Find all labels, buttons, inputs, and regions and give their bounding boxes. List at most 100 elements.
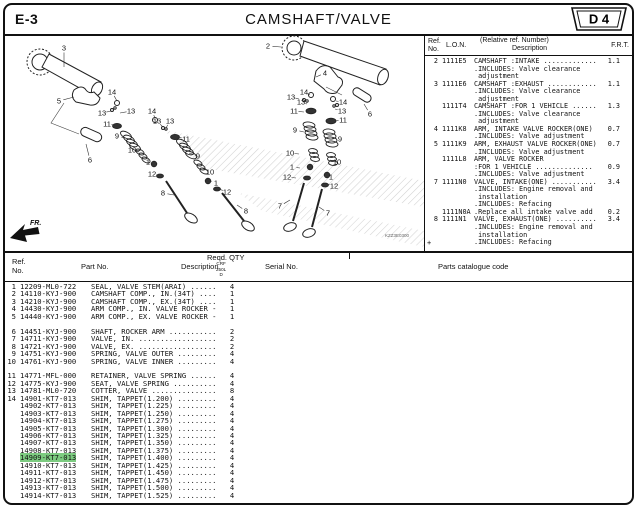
parts-qty-cell: 4 (229, 483, 235, 493)
parts-table-row[interactable]: 14914-KT7-013 SHIM, TAPPET(1.525) .......… (3, 490, 273, 500)
parts-table-row[interactable]: 1 12209-ML0-722 SEAL, VALVE STEM(ARAI) ...… (3, 282, 273, 291)
parts-table-row[interactable]: 4 14430-KYJ-900 ARM COMP., IN. VALVE ROCKE… (3, 304, 273, 314)
parts-table-row[interactable]: 14 14901-KT7-013 SHIM, TAPPET(1.200) .....… (3, 394, 273, 402)
parts-table-row[interactable]: 14902-KT7-013 SHIM, TAPPET(1.225) .......… (3, 402, 273, 410)
parts-table-row[interactable]: 14907-KT7-013 SHIM, TAPPET(1.350) .......… (3, 438, 273, 448)
part-label-9: 9 (338, 135, 342, 144)
leader-line (201, 167, 207, 171)
parts-header-part-no: Part No. (81, 262, 109, 271)
leader-line (165, 124, 169, 129)
parts-table-row[interactable]: 14911-KT7-013 SHIM, TAPPET(1.450) .......… (3, 468, 273, 478)
frt-row: 1111N0A .Replace all intake valve add 0.2 (426, 207, 632, 217)
leader-line (299, 130, 305, 133)
parts-ref-no-cell: 6 (11, 326, 16, 336)
parts-description-cell: SHIM, TAPPET(1.450) ......... (91, 468, 217, 478)
parts-ref-no-cell (3, 469, 16, 476)
part-no-text: 14751-KYJ-900 (20, 349, 77, 359)
parts-description-cell: SEAL, VALVE STEM(ARAI) ...... (91, 282, 217, 291)
parts-table-row[interactable]: 5 14440-KYJ-900 ARM COMP., EX. VALVE ROCKE… (3, 312, 273, 320)
parts-table-row[interactable]: 14912-KT7-013 SHIM, TAPPET(1.475) .......… (3, 476, 273, 484)
rocker-shaft-left-drawing (80, 126, 103, 143)
parts-table-row[interactable]: 14904-KT7-013 SHIM, TAPPET(1.275) .......… (3, 416, 273, 426)
frt-reference-table: Ref. No. L.O.N. (Relative ref. Number) D… (424, 36, 634, 251)
frt-row: 4 1111K8 ARM, INTAKE VALVE ROCKER(ONE) .INC… (426, 125, 632, 141)
parts-table-row[interactable]: 14906-KT7-013 SHIM, TAPPET(1.325) .......… (3, 431, 273, 441)
part-label-14: 14 (148, 107, 156, 116)
parts-qty-cell: 4 (229, 356, 235, 366)
parts-table-row[interactable]: 9 14751-KYJ-900 SPRING, VALVE OUTER ......… (3, 349, 273, 359)
frt-ref-no-cell (426, 103, 438, 126)
parts-part-no-cell: 14721-KYJ-900 (16, 342, 91, 350)
parts-ref-no-cell (3, 477, 16, 484)
parts-table-row[interactable]: 14909-KT7-013 SHIM, TAPPET(1.400) .......… (3, 453, 273, 463)
part-no-text: 14906-KT7-013 (20, 431, 77, 441)
parts-table-row[interactable]: 11 14771-MFL-000 RETAINER, VALVE SPRING ..… (3, 372, 273, 380)
parts-table-row[interactable]: 10 14761-KYJ-900 SPRING, VALVE INNER .....… (3, 356, 273, 366)
parts-description-cell: CAMSHAFT COMP., EX.(34T) .... (91, 296, 217, 306)
leader-line (236, 204, 243, 209)
parts-ref-no-cell: 3 (11, 296, 16, 306)
frt-lon-cell: 1111N0A (442, 207, 471, 216)
parts-part-no-cell: 12209-ML0-722 (16, 283, 91, 290)
parts-ref-no-cell (3, 417, 16, 424)
parts-description-cell: SHIM, TAPPET(1.250) ......... (91, 408, 217, 418)
part-label-10: 10 (128, 146, 136, 155)
frt-row: 2 1111E5 CAMSHAFT :INTAKE ............. .IN… (426, 57, 632, 81)
parts-table-row[interactable]: 14910-KT7-013 SHIM, TAPPET(1.425) .......… (3, 460, 273, 470)
parts-description-cell: SPRING, VALVE INNER ......... (91, 356, 217, 366)
parts-description-cell: SHIM, TAPPET(1.425) ......... (91, 460, 217, 470)
parts-table-row[interactable]: 14903-KT7-013 SHIM, TAPPET(1.250) .......… (3, 408, 273, 418)
part-label-6: 6 (368, 110, 372, 119)
parts-table-row[interactable]: 13 14781-ML0-720 COTTER, VALVE ...........… (3, 387, 273, 395)
parts-qty-cell: 4 (229, 438, 235, 448)
frt-lon-cell: 1111E6 (442, 79, 467, 88)
frt-lon-cell: 1111N0 (442, 177, 467, 186)
parts-ref-no-cell: 4 (11, 304, 16, 314)
parts-table-row[interactable]: 14913-KT7-013 SHIM, TAPPET(1.500) .......… (3, 483, 273, 493)
header-divider (3, 34, 634, 36)
highlighted-part-no: 14909-KT7-013 (20, 453, 77, 463)
exhaust-camshaft-drawing (26, 48, 104, 97)
parts-qty-cell: 4 (229, 349, 235, 359)
frt-hours-cell: 1.1 (607, 57, 620, 65)
frt-table-left-border (424, 36, 425, 251)
parts-ref-no-cell: 10 (7, 356, 16, 366)
parts-qty-cell: 4 (229, 490, 235, 500)
frt-lon-cell: 1111L8 (442, 155, 467, 164)
part-label-12: 12 (330, 182, 338, 191)
parts-table-row[interactable]: 7 14711-KYJ-900 VALVE, IN. ...............… (3, 335, 273, 343)
parts-part-no-cell: 14901-KT7-013 (16, 395, 91, 402)
parts-table-row[interactable]: 6 14451-KYJ-900 SHAFT, ROCKER ARM ........… (3, 326, 273, 336)
fr-label: FR. (30, 220, 41, 227)
parts-table-row[interactable]: 2 14110-KYJ-900 CAMSHAFT COMP., IN.(34T) .… (3, 290, 273, 298)
parts-ref-no-cell (3, 439, 16, 446)
part-no-text: 14904-KT7-013 (20, 416, 77, 426)
parts-part-no-cell: 14914-KT7-013 (16, 491, 91, 499)
part-label-2: 2 (266, 42, 270, 51)
parts-part-no-cell: 14761-KYJ-900 (16, 356, 91, 366)
parts-qty-cell: 4 (229, 423, 235, 433)
part-label-11: 11 (182, 135, 190, 144)
parts-table-body: 1 12209-ML0-722 SEAL, VALVE STEM(ARAI) ...… (3, 282, 273, 500)
frt-description-cell: ARM, EXHAUST VALVE ROCKER(ONE) .INCLUDES:… (474, 140, 597, 156)
parts-qty-cell: 4 (229, 431, 235, 441)
parts-table-row[interactable]: 3 14210-KYJ-900 CAMSHAFT COMP., EX.(34T) .… (3, 296, 273, 306)
parts-part-no-cell: 14775-KYJ-900 (16, 380, 91, 387)
parts-table-row[interactable]: 12 14775-KYJ-900 SEAT, VALVE SPRING ......… (3, 379, 273, 387)
exhaust-rocker-arm-drawing (50, 86, 101, 135)
part-label-13: 13 (297, 98, 305, 107)
part-no-text: 14761-KYJ-900 (20, 356, 77, 366)
parts-description-cell: VALVE, EX. .................. (91, 341, 217, 351)
parts-qty-cell: 4 (229, 460, 235, 470)
parts-table-row[interactable]: 14908-KT7-013 SHIM, TAPPET(1.375) .......… (3, 446, 273, 454)
part-no-text: 14430-KYJ-900 (20, 304, 77, 314)
leader-line (159, 123, 164, 128)
parts-table-row[interactable]: 14905-KT7-013 SHIM, TAPPET(1.300) .......… (3, 423, 273, 433)
parts-table-row[interactable]: 8 14721-KYJ-900 VALVE, EX. ...............… (3, 341, 273, 351)
part-label-9: 9 (293, 126, 297, 135)
frt-table-header: Ref. No. L.O.N. (Relative ref. Number) D… (424, 36, 634, 55)
parts-header-model: CRF 250L D (216, 261, 227, 278)
part-no-text: 14775-KYJ-900 (20, 378, 77, 388)
